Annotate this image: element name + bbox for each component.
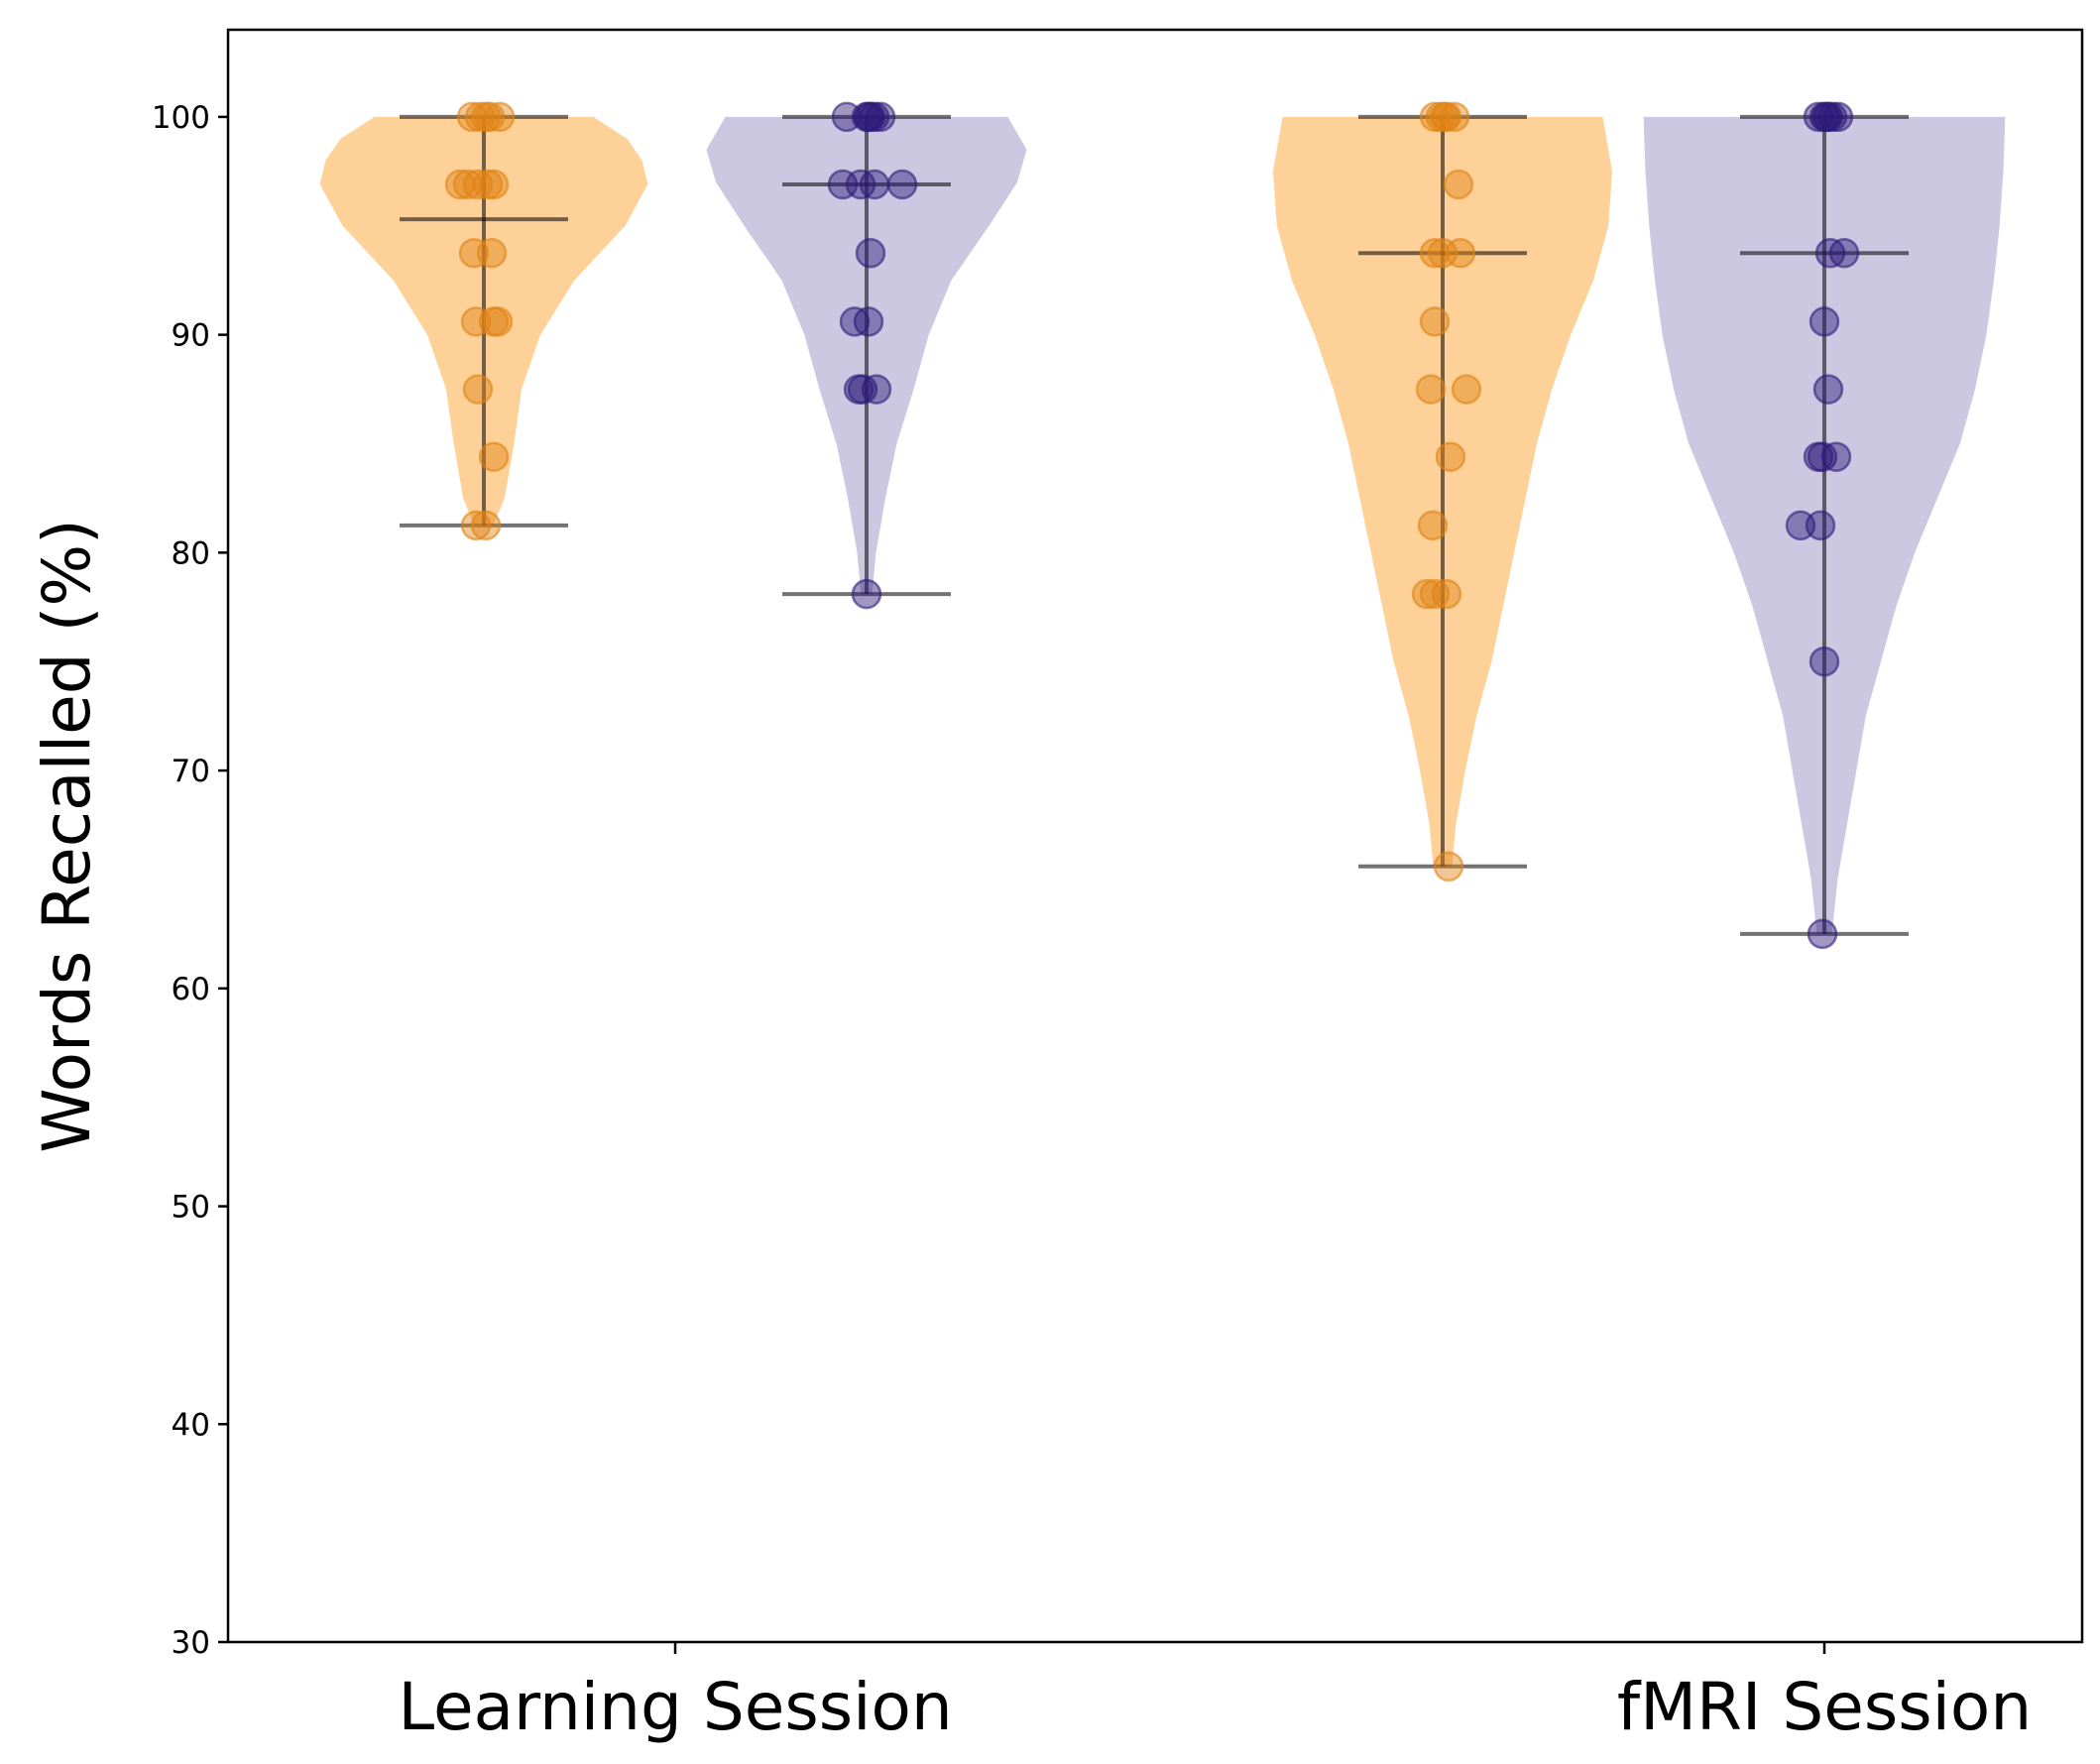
- data-point: [1431, 578, 1462, 610]
- y-tick-label: 70: [172, 754, 210, 789]
- data-point: [1812, 374, 1844, 405]
- data-point: [478, 169, 510, 200]
- data-point: [1805, 510, 1836, 541]
- data-point: [460, 510, 492, 541]
- data-point: [859, 169, 890, 200]
- y-axis-title: Words Recalled (%): [29, 519, 105, 1153]
- y-tick-label: 90: [172, 318, 210, 354]
- data-point: [1429, 101, 1460, 133]
- data-point: [444, 169, 476, 200]
- data-point: [1820, 441, 1852, 472]
- data-point: [1445, 237, 1476, 269]
- data-point: [1439, 101, 1470, 133]
- data-point: [1419, 578, 1451, 610]
- data-point: [1419, 306, 1451, 337]
- data-point: [1415, 374, 1447, 405]
- data-point: [476, 237, 508, 269]
- y-tick-label: 50: [172, 1190, 210, 1226]
- data-point: [1451, 374, 1482, 405]
- data-point: [470, 101, 502, 133]
- data-point: [865, 101, 896, 133]
- data-point: [1807, 918, 1838, 950]
- plot-frame: [226, 28, 2084, 1644]
- data-point: [1822, 101, 1854, 133]
- data-point: [853, 101, 884, 133]
- data-point: [1419, 237, 1451, 269]
- x-axis: Learning Session fMRI Session: [398, 1642, 2032, 1745]
- x-category-label: Learning Session: [398, 1669, 952, 1745]
- data-point: [470, 510, 502, 541]
- data-point: [1435, 441, 1466, 472]
- y-tick-label: 40: [172, 1407, 210, 1443]
- data-point: [1417, 510, 1449, 541]
- data-point: [462, 374, 494, 405]
- data-point: [478, 441, 510, 472]
- data-point: [861, 374, 892, 405]
- y-tick-label: 80: [172, 535, 210, 571]
- data-point: [482, 306, 514, 337]
- data-point: [1810, 101, 1842, 133]
- y-tick-label: 100: [152, 100, 210, 136]
- data-point: [1443, 169, 1474, 200]
- plot-area: [226, 28, 2084, 1644]
- data-point: [1808, 646, 1840, 677]
- data-point: [851, 578, 882, 610]
- data-point: [1433, 851, 1464, 882]
- y-axis: 30 40 50 60 70 80 90 100: [152, 100, 228, 1661]
- data-point: [886, 169, 918, 200]
- data-point: [1828, 237, 1860, 269]
- y-tick-label: 30: [172, 1625, 210, 1661]
- y-tick-label: 60: [172, 972, 210, 1007]
- data-point: [855, 237, 886, 269]
- data-point: [1808, 306, 1840, 337]
- data-point: [853, 306, 884, 337]
- x-category-label: fMRI Session: [1617, 1669, 2032, 1745]
